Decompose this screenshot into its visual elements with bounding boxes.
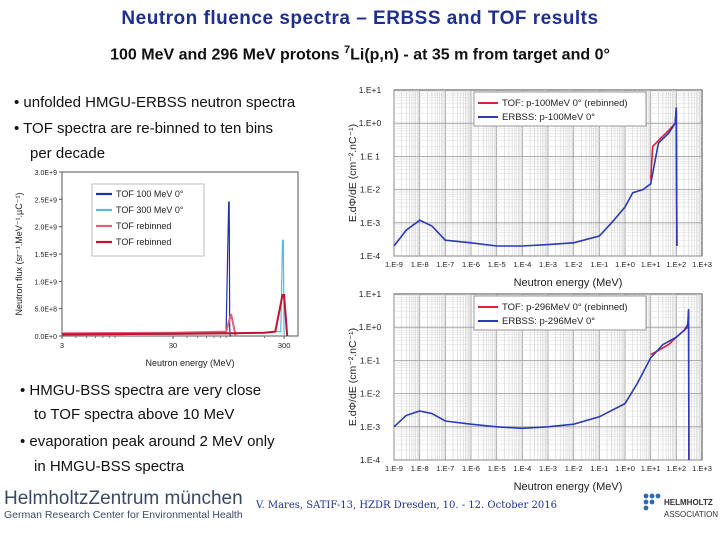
- y-tick-label: 1.E-2: [360, 185, 381, 195]
- x-tick-label: 1.E+3: [692, 260, 712, 269]
- x-tick-label: 1.E+2: [666, 260, 686, 269]
- x-tick-label: 300: [278, 341, 291, 350]
- x-axis-label: Neutron energy (MeV): [514, 481, 623, 493]
- x-tick-label: 1.E-1: [590, 464, 608, 473]
- y-tick-label: 1.E-3: [360, 218, 381, 228]
- hmgu-logo-subtitle: German Research Center for Environmental…: [4, 509, 243, 521]
- legend: TOF 100 MeV 0° TOF 300 MeV 0° TOF rebinned…: [91, 183, 205, 257]
- bullet-unfolded: • unfolded HMGU-ERBSS neutron spectra: [14, 94, 296, 111]
- legend-box: [473, 295, 647, 331]
- y-tick-label: 2.0E+9: [35, 225, 57, 232]
- legend: TOF: p-100MeV 0° (rebinned) ERBSS: p-100M…: [473, 91, 647, 127]
- hgf-text-2: ASSOCIATION: [664, 510, 718, 519]
- y-tick-label: 1.E-3: [360, 422, 381, 432]
- legend-label: TOF 300 MeV 0°: [116, 205, 184, 215]
- y-tick-label: 5.0E+8: [35, 307, 57, 314]
- legend-label: TOF 100 MeV 0°: [116, 189, 184, 199]
- y-tick-label: 1.E+0: [359, 118, 382, 128]
- x-tick-label: 1.E-5: [488, 464, 506, 473]
- helmholtz-association-logo: HELMHOLTZ ASSOCIATION: [638, 488, 718, 528]
- legend-label: TOF: p-100MeV 0° (rebinned): [502, 98, 628, 109]
- x-tick-label: 1.E-7: [436, 464, 454, 473]
- x-tick-label: 1.E+1: [641, 464, 661, 473]
- y-tick-label: 1.E-2: [360, 389, 381, 399]
- x-axis-label: Neutron energy (MeV): [514, 277, 623, 289]
- x-tick-label: 1.E-2: [565, 464, 583, 473]
- subtitle-post: Li(p,n) - at 35 m from target and 0°: [350, 46, 610, 64]
- bullet-tof-rebinned: • TOF spectra are re-binned to ten bins: [14, 120, 273, 137]
- y-tick-label: 1.E-4: [360, 251, 381, 261]
- x-tick-label: 1.E+3: [692, 464, 712, 473]
- legend-label: TOF rebinned: [116, 237, 171, 247]
- y-tick-label: 1.E+1: [359, 289, 382, 299]
- legend-box: [473, 91, 647, 127]
- x-tick-label: 3: [60, 341, 64, 350]
- x-tick-label: 1.E+1: [641, 260, 661, 269]
- x-tick-label: 1.E-6: [462, 260, 480, 269]
- chart-erbss-100mev: 1.E-4 1.E-3 1.E-2 1.E 1 1.E+0 1.E+1 1.E-9 1.E-8…: [347, 85, 712, 289]
- x-tick-label: 1.E-5: [488, 260, 506, 269]
- y-axis-label: E.dΦ/dE (cm⁻².nC⁻¹): [347, 328, 359, 426]
- x-tick-label: 1.E-4: [513, 464, 531, 473]
- legend-box: [91, 183, 205, 257]
- bullet-close-cont: to TOF spectra above 10 MeV: [34, 406, 235, 423]
- x-tick-label: 1.E-2: [565, 260, 583, 269]
- series-line: [61, 294, 289, 337]
- x-tick-label: 1.E-6: [462, 464, 480, 473]
- legend-label: ERBSS: p-100MeV 0°: [502, 112, 595, 123]
- citation: V. Mares, SATIF-13, HZDR Dresden, 10. - …: [256, 500, 557, 511]
- hgf-logo-icon: HELMHOLTZ ASSOCIATION: [643, 493, 718, 519]
- slide-title: Neutron fluence spectra – ERBSS and TOF …: [121, 8, 599, 29]
- x-tick-label: 1.E-7: [436, 260, 454, 269]
- x-tick-label: 1.E-8: [411, 260, 429, 269]
- subtitle-pre: 100 MeV and 296 MeV protons: [110, 46, 344, 64]
- series-line: [393, 309, 690, 461]
- series-line: [393, 107, 678, 247]
- bullet-tof-rebinned-cont: per decade: [30, 145, 106, 162]
- hmgu-logo: HelmholtzZentrum münchen: [4, 488, 243, 509]
- x-tick-label: 1.E-4: [513, 260, 531, 269]
- y-tick-label: 1.E-4: [360, 455, 381, 465]
- x-axis-label: Neutron energy (MeV): [145, 358, 234, 368]
- y-tick-label: 0.0E+0: [35, 334, 57, 341]
- y-tick-label: 1.0E+9: [35, 279, 57, 286]
- hgf-text-1: HELMHOLTZ: [664, 498, 713, 507]
- bullet-close: • HMGU-BSS spectra are very close: [20, 382, 262, 399]
- slide-subtitle: 100 MeV and 296 MeV protons 7Li(p,n) - a…: [0, 44, 720, 64]
- bullet-evaporation-cont: in HMGU-BSS spectra: [34, 458, 185, 475]
- y-tick-label: 2.5E+9: [35, 197, 57, 204]
- chart-erbss-296mev: 1.E-4 1.E-3 1.E-2 1.E-1 1.E+0 1.E+1 1.E-9 1.E-8…: [347, 289, 712, 493]
- bullet-evaporation: • evaporation peak around 2 MeV only: [20, 433, 275, 450]
- subtitle-sup: 7: [343, 44, 351, 56]
- legend-label: TOF: p-296MeV 0° (rebinned): [502, 302, 628, 313]
- x-tick-label: 1.E-9: [385, 260, 403, 269]
- chart-tof-linear: 0.0E+0 5.0E+8 1.0E+9 1.5E+9 2.0E+9 2.5E+9 3.0E…: [14, 170, 299, 368]
- x-tick-label: 30: [169, 341, 177, 350]
- x-tick-label: 1.E-3: [539, 260, 557, 269]
- legend-label: TOF rebinned: [116, 221, 171, 231]
- y-tick-label: 3.0E+9: [35, 170, 57, 177]
- y-tick-label: 1.E+0: [359, 322, 382, 332]
- x-tick-label: 1.E-9: [385, 464, 403, 473]
- x-tick-label: 1.E+2: [666, 464, 686, 473]
- x-tick-label: 1.E-8: [411, 464, 429, 473]
- x-tick-label: 1.E-3: [539, 464, 557, 473]
- legend-label: ERBSS: p-296MeV 0°: [502, 316, 595, 327]
- y-axis-label: Neutron flux (sr⁻¹.MeV⁻¹.µC⁻¹): [14, 193, 24, 316]
- y-tick-label: 1.E+1: [359, 85, 382, 95]
- y-tick-label: 1.E 1: [360, 151, 380, 161]
- y-axis-label: E.dΦ/dE (cm⁻².nC⁻¹): [347, 124, 359, 222]
- y-tick-label: 1.5E+9: [35, 252, 57, 259]
- series-line: [61, 313, 237, 337]
- x-tick-label: 1.E+0: [615, 260, 635, 269]
- x-tick-label: 1.E-1: [590, 260, 608, 269]
- x-tick-label: 1.E+0: [615, 464, 635, 473]
- legend: TOF: p-296MeV 0° (rebinned) ERBSS: p-296M…: [473, 295, 647, 331]
- y-tick-label: 1.E-1: [360, 355, 381, 365]
